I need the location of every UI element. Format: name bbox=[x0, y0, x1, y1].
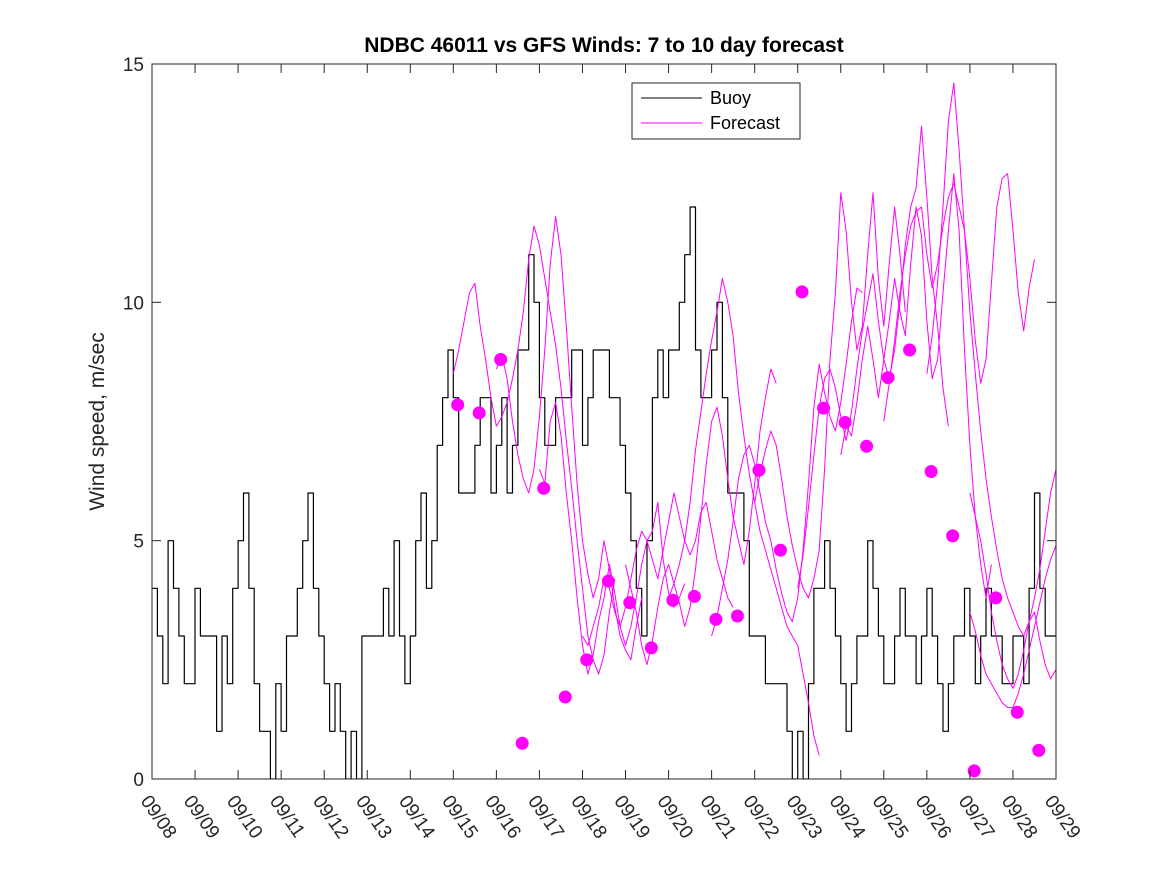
y-tick-label: 15 bbox=[123, 55, 144, 76]
forecast-mean-marker bbox=[515, 736, 529, 750]
legend-box bbox=[631, 82, 801, 140]
series-line-forecast bbox=[797, 125, 949, 589]
series-line-forecast bbox=[883, 173, 1035, 422]
forecast-mean-marker bbox=[903, 343, 917, 357]
series-line-forecast bbox=[754, 192, 906, 599]
y-axis-label: Wind speed, m/sec bbox=[86, 332, 109, 511]
forecast-mean-marker bbox=[989, 591, 1003, 605]
forecast-mean-marker bbox=[709, 612, 723, 626]
forecast-mean-marker bbox=[558, 690, 572, 704]
forecast-mean-marker bbox=[580, 653, 594, 667]
forecast-mean-marker bbox=[537, 481, 551, 495]
forecast-mean-marker bbox=[730, 609, 744, 623]
forecast-mean-marker bbox=[946, 529, 960, 543]
series-line-buoy bbox=[152, 206, 1056, 779]
forecast-mean-marker bbox=[494, 353, 508, 367]
forecast-mean-marker bbox=[773, 543, 787, 557]
series-line-forecast bbox=[495, 216, 643, 661]
legend-label-forecast: Forecast bbox=[710, 113, 780, 133]
forecast-mean-marker bbox=[472, 406, 486, 420]
forecast-mean-marker bbox=[1032, 743, 1046, 757]
forecast-mean-marker bbox=[666, 593, 680, 607]
forecast-mean-marker bbox=[967, 764, 981, 778]
forecast-mean-marker bbox=[687, 589, 701, 603]
series-line-forecast bbox=[668, 278, 820, 756]
y-tick-label: 5 bbox=[133, 532, 144, 553]
series-line-forecast bbox=[969, 492, 1056, 689]
legend: Buoy Forecast bbox=[631, 82, 801, 140]
series-line-forecast bbox=[969, 544, 1056, 708]
chart-title: NDBC 46011 vs GFS Winds: 7 to 10 day for… bbox=[364, 34, 843, 57]
forecast-mean-marker bbox=[881, 371, 895, 385]
marker-layer bbox=[451, 285, 1046, 778]
forecast-mean-marker bbox=[1010, 705, 1024, 719]
series-layer bbox=[152, 82, 1056, 779]
forecast-mean-marker bbox=[860, 439, 874, 453]
series-line-forecast bbox=[452, 225, 616, 675]
forecast-mean-marker bbox=[752, 463, 766, 477]
forecast-mean-marker bbox=[623, 596, 637, 610]
forecast-mean-marker bbox=[451, 398, 465, 412]
forecast-mean-marker bbox=[924, 465, 938, 479]
series-line-forecast bbox=[926, 82, 1056, 637]
plot-area bbox=[152, 64, 1056, 779]
plot-frame bbox=[151, 63, 1057, 780]
series-line-forecast bbox=[711, 287, 863, 637]
legend-label-buoy: Buoy bbox=[710, 88, 751, 108]
forecast-mean-marker bbox=[601, 574, 615, 588]
y-axis: 0 5 10 15 bbox=[123, 55, 1056, 791]
forecast-mean-marker bbox=[644, 641, 658, 655]
forecast-mean-marker bbox=[817, 401, 831, 415]
forecast-mean-marker bbox=[838, 415, 852, 429]
forecast-mean-marker bbox=[795, 285, 809, 299]
y-tick-label: 10 bbox=[123, 293, 144, 314]
series-line-forecast bbox=[840, 173, 992, 599]
y-tick-label: 0 bbox=[133, 770, 144, 791]
